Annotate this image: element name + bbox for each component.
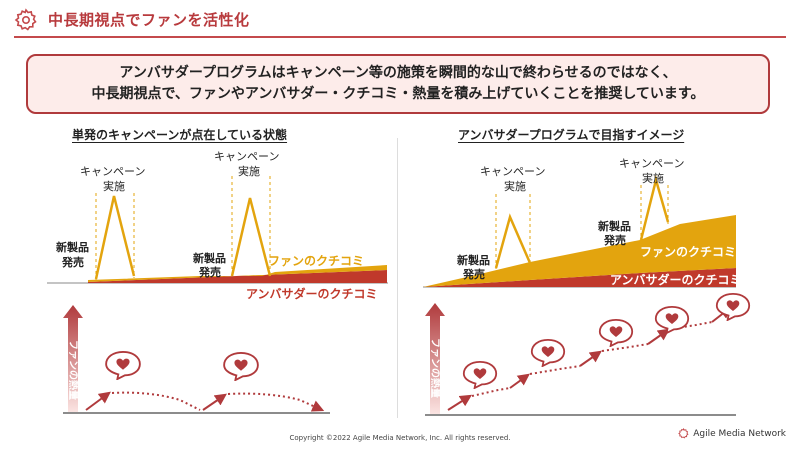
right-product-2-label-2: 発売 xyxy=(603,233,626,247)
brand-name: Agile Media Network xyxy=(693,428,786,439)
left-heat-axis-arrow xyxy=(63,305,83,412)
left-ambassador-wom-label: アンバサダーのクチコミ xyxy=(246,286,378,301)
summary-line-2: 中長期視点で、ファンやアンバサダー・クチコミ・熱量を積み上げていくことを推奨して… xyxy=(91,86,705,102)
left-fan-wom-label: ファンのクチコミ xyxy=(268,254,364,268)
left-heat-chart: ファンの熱量 xyxy=(63,305,330,414)
left-heat-decay-1 xyxy=(111,391,201,411)
right-heat-rise-1 xyxy=(447,394,473,411)
right-heat-plateau-1 xyxy=(471,387,511,397)
right-heat-axis-label: ファンの熱量 xyxy=(429,338,442,398)
heart-speech-bubble-icon xyxy=(530,338,566,367)
left-campaign-1-label-2: 実施 xyxy=(103,179,125,193)
right-campaign-chart: キャンペーン 実施 キャンペーン 実施 新製品 発売 新製品 発売 ファンのクチ… xyxy=(423,157,742,288)
summary-box: アンバサダープログラムはキャンペーン等の施策を瞬間的な山で終わらせるのではなく、… xyxy=(26,54,770,114)
left-product-1-label: 新製品 xyxy=(56,240,89,254)
left-campaign-spike-2 xyxy=(230,197,272,277)
right-campaign-2-label: キャンペーン xyxy=(619,157,684,170)
left-campaign-1-label: キャンペーン xyxy=(80,165,145,178)
heart-speech-bubble-icon xyxy=(715,292,751,321)
left-heat-rise-1 xyxy=(85,391,111,411)
right-product-1-label-2: 発売 xyxy=(462,267,485,281)
right-product-2-label: 新製品 xyxy=(598,219,631,233)
right-heat-rise-3 xyxy=(579,350,602,367)
right-fan-wom-area xyxy=(423,215,736,287)
right-heat-rise-4 xyxy=(647,328,670,345)
left-panel-heading: 単発のキャンペーンが点在している状態 xyxy=(72,128,288,142)
left-heat-axis-label: ファンの熱量 xyxy=(67,340,80,400)
right-heat-plateau-2 xyxy=(529,365,581,375)
left-ambassador-wom-area xyxy=(88,270,387,283)
right-heat-plateau-4 xyxy=(669,321,713,330)
right-fan-wom-label: ファンのクチコミ xyxy=(640,245,736,259)
heart-speech-bubble-icon xyxy=(462,360,498,389)
brand-flower-icon xyxy=(678,428,689,439)
right-heat-plateau-3 xyxy=(601,343,649,352)
copyright-text: Copyright ©2022 Agile Media Network, Inc… xyxy=(289,434,511,442)
left-campaign-2-label: キャンペーン xyxy=(214,150,279,163)
right-campaign-spike-1 xyxy=(494,213,532,269)
right-campaign-1-label-2: 実施 xyxy=(504,179,526,193)
left-product-2-label-2: 発売 xyxy=(198,265,221,279)
left-heat-decay-2 xyxy=(227,392,325,412)
right-product-1-label: 新製品 xyxy=(457,253,490,267)
title-divider xyxy=(14,36,786,38)
summary-line-1: アンバサダープログラムはキャンペーン等の施策を瞬間的な山で終わらせるのではなく、 xyxy=(119,65,677,81)
right-ambassador-wom-label: アンバサダーのクチコミ xyxy=(610,272,742,287)
right-panel-heading: アンバサダープログラムで目指すイメージ xyxy=(458,128,685,142)
left-product-2-label: 新製品 xyxy=(193,251,226,265)
heart-speech-bubble-icon xyxy=(223,351,259,381)
left-campaign-chart: キャンペーン 実施 キャンペーン 実施 新製品 発売 新製品 発売 ファンのクチ… xyxy=(47,150,388,301)
right-heat-chart: ファンの熱量 xyxy=(425,292,751,416)
left-fan-wom-area xyxy=(88,265,387,282)
right-ambassador-wom-area xyxy=(423,268,736,287)
left-campaign-spike-1 xyxy=(94,195,136,280)
left-heat-rise-2 xyxy=(202,393,227,411)
heart-speech-bubble-icon xyxy=(105,350,141,380)
right-campaign-2-label-2: 実施 xyxy=(642,171,664,185)
left-product-1-label-2: 発売 xyxy=(61,255,84,269)
heart-speech-bubble-icon xyxy=(654,305,690,334)
heart-speech-bubble-icon xyxy=(598,318,634,347)
flower-badge-icon xyxy=(14,8,37,31)
page-title: 中長期視点でファンを活性化 xyxy=(48,11,250,29)
right-campaign-1-label: キャンペーン xyxy=(480,165,545,178)
panel-divider xyxy=(397,138,398,418)
right-heat-rise-2 xyxy=(509,373,530,389)
brand-logo: Agile Media Network xyxy=(678,428,786,439)
left-campaign-2-label-2: 実施 xyxy=(238,164,260,178)
right-heat-axis-arrow xyxy=(425,303,445,414)
right-campaign-spike-2 xyxy=(639,175,670,241)
